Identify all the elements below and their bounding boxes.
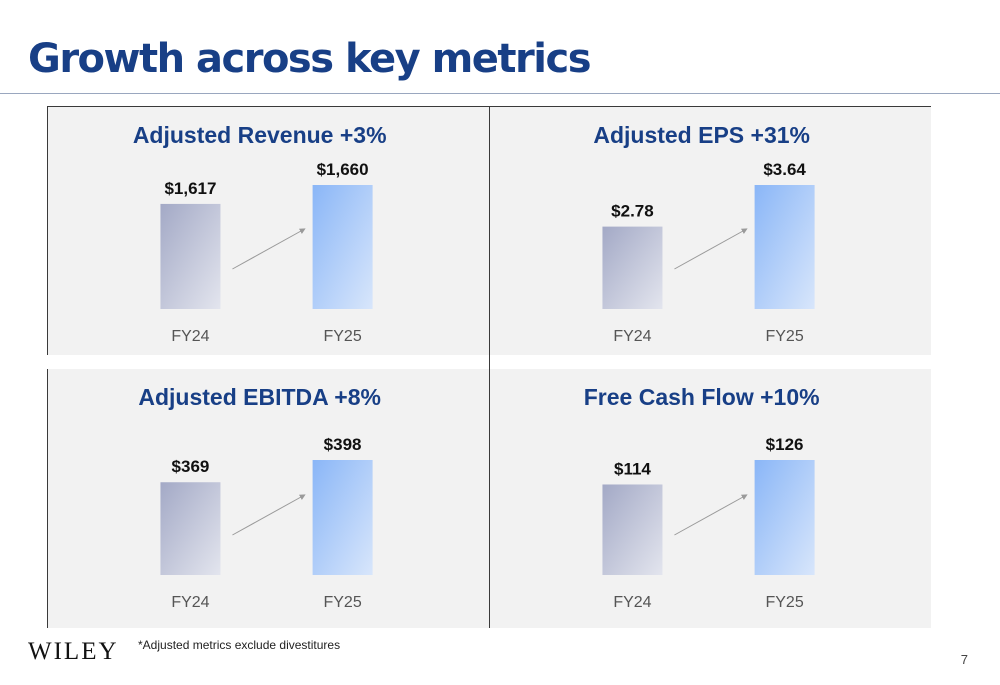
page-number: 7: [960, 652, 968, 667]
bar-fy25: [312, 185, 373, 309]
bar-fy25: [754, 460, 815, 575]
category-label: FY24: [171, 328, 209, 345]
chart-svg: Adjusted EBITDA +8% $369 FY24 $398 FY25: [138, 384, 381, 611]
trend-arrow: [674, 228, 748, 270]
trend-arrow: [232, 494, 306, 536]
category-label: FY25: [765, 328, 803, 345]
category-label: FY24: [613, 594, 651, 611]
wiley-logo: WILEY: [28, 638, 119, 665]
value-label: $369: [172, 457, 210, 476]
title-divider: [0, 93, 1000, 94]
bar-fy25: [312, 460, 373, 575]
chart-svg: Free Cash Flow +10% $114 FY24 $126 FY25: [584, 384, 820, 611]
chart-svg: Adjusted EPS +31% $2.78 FY24 $3.64 FY25: [593, 122, 815, 345]
value-label: $1,617: [164, 179, 216, 198]
metrics-grid: Adjusted Revenue +3% $1,617 FY24 $1,660 FY25…: [47, 106, 931, 628]
trend-arrow: [674, 494, 748, 536]
bar-fy24: [160, 203, 221, 309]
category-label: FY24: [171, 594, 209, 611]
value-label: $398: [324, 435, 362, 454]
chart-title: Adjusted EBITDA +8%: [138, 384, 381, 410]
chart-title: Free Cash Flow +10%: [584, 384, 820, 410]
bar-fy24: [602, 226, 663, 309]
value-label: $2.78: [611, 202, 654, 221]
slide-title: Growth across key metrics: [28, 36, 592, 82]
value-label: $3.64: [763, 160, 806, 179]
value-label: $126: [766, 435, 804, 454]
chart-title: Adjusted EPS +31%: [593, 122, 810, 148]
bar-fy25: [754, 185, 815, 309]
bar-fy24: [160, 482, 221, 575]
chart-title: Adjusted Revenue +3%: [133, 122, 387, 148]
chart-svg: Adjusted Revenue +3% $1,617 FY24 $1,660 FY25: [133, 122, 387, 345]
chart-panel-eps: Adjusted EPS +31% $2.78 FY24 $3.64 FY25: [490, 107, 931, 355]
value-label: $1,660: [317, 160, 369, 179]
footnote: *Adjusted metrics exclude divestitures: [138, 638, 341, 652]
category-label: FY25: [323, 328, 361, 345]
trend-arrow: [232, 228, 306, 270]
category-label: FY25: [323, 594, 361, 611]
chart-panel-free-cash-flow: Free Cash Flow +10% $114 FY24 $126 FY25: [490, 369, 931, 628]
bar-fy24: [602, 484, 663, 575]
category-label: FY24: [613, 328, 651, 345]
panel-divider-gap: [489, 355, 490, 369]
category-label: FY25: [765, 594, 803, 611]
chart-panel-revenue: Adjusted Revenue +3% $1,617 FY24 $1,660 FY25: [48, 107, 489, 355]
chart-panel-ebitda: Adjusted EBITDA +8% $369 FY24 $398 FY25: [48, 369, 489, 628]
value-label: $114: [614, 459, 651, 478]
